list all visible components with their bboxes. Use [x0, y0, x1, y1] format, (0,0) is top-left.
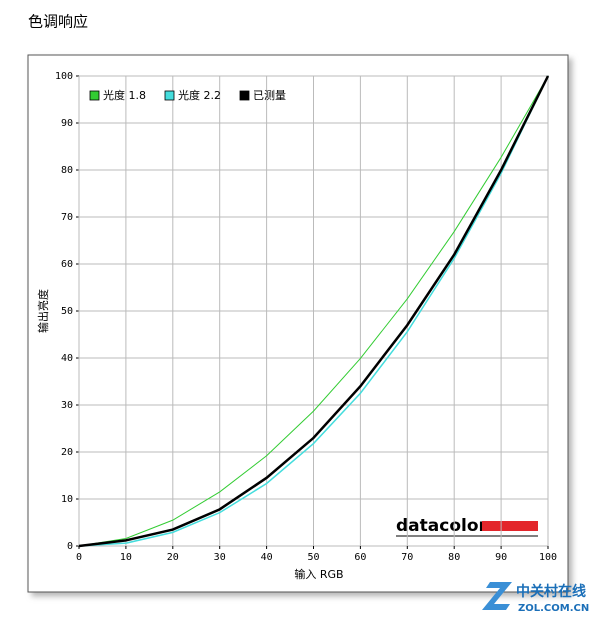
series-line: [78, 75, 549, 547]
logo-bar: [482, 521, 538, 531]
y-tick-label: 0: [67, 541, 73, 552]
logo-text: datacolor: [396, 516, 488, 536]
legend-item: 光度 2.2: [164, 88, 221, 102]
watermark-text: 中关村在线: [516, 583, 586, 600]
legend-label: 已测量: [253, 89, 286, 102]
x-tick-label: 80: [448, 552, 460, 563]
y-tick-label: 100: [55, 71, 73, 82]
page-title: 色调响应: [28, 13, 88, 31]
y-tick-label: 10: [61, 494, 73, 505]
legend-swatch: [164, 90, 175, 101]
x-tick-label: 0: [76, 552, 82, 563]
x-tick-label: 40: [261, 552, 273, 563]
y-tick-label: 90: [61, 118, 73, 129]
legend-swatch: [239, 90, 250, 101]
y-tick-label: 20: [61, 447, 73, 458]
x-axis-label: 输入 RGB: [294, 567, 343, 581]
y-tick-label: 50: [61, 306, 73, 317]
datacolor-logo: datacolor: [396, 516, 538, 537]
y-tick-label: 80: [61, 165, 73, 176]
legend-item: 已测量: [239, 89, 286, 102]
x-tick-label: 10: [120, 552, 132, 563]
y-tick-label: 60: [61, 259, 73, 270]
y-tick-label: 40: [61, 353, 73, 364]
x-tick-label: 100: [539, 552, 557, 563]
watermark: 中关村在线 ZOL.COM.CN: [482, 582, 589, 614]
watermark-icon: [482, 582, 512, 610]
x-tick-label: 70: [401, 552, 413, 563]
x-tick-label: 90: [495, 552, 507, 563]
legend-label: 光度 1.8: [103, 88, 146, 102]
series-line: [78, 75, 550, 548]
x-tick-label: 20: [167, 552, 179, 563]
x-tick-label: 60: [354, 552, 366, 563]
watermark-url: ZOL.COM.CN: [518, 603, 589, 614]
y-axis-label: 输出亮度: [36, 289, 50, 333]
legend-swatch: [89, 90, 100, 101]
x-tick-label: 30: [214, 552, 226, 563]
y-tick-label: 70: [61, 212, 73, 223]
legend-label: 光度 2.2: [178, 88, 221, 102]
legend-item: 光度 1.8: [89, 88, 146, 102]
series-line: [78, 75, 549, 547]
x-tick-label: 50: [307, 552, 319, 563]
y-tick-label: 30: [61, 400, 73, 411]
